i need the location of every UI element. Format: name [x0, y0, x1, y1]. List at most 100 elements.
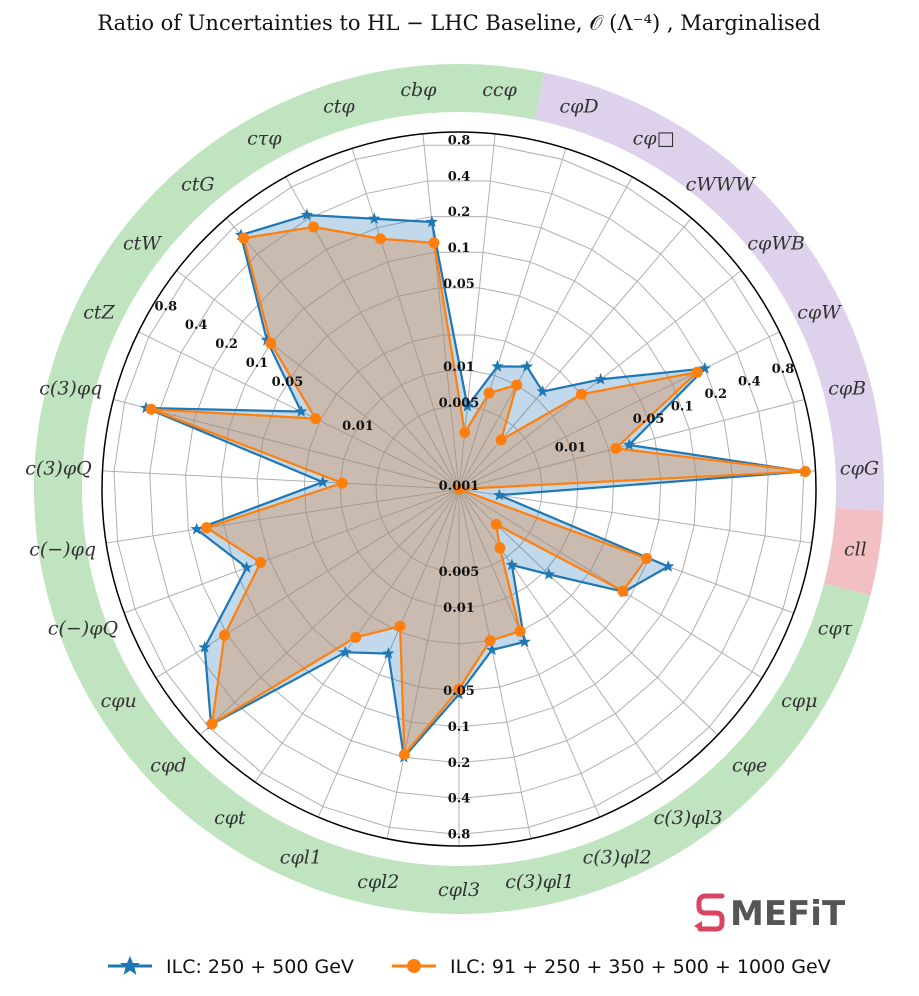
data-point [536, 385, 549, 397]
radial-tick-label: 0.2 [448, 756, 471, 771]
series-layer [139, 208, 811, 763]
chart-title: Ratio of Uncertainties to HL − LHC Basel… [97, 11, 820, 35]
radial-tick-label: 0.8 [772, 362, 795, 377]
data-point [308, 221, 320, 233]
legend-label-series2: ILC: 91 + 250 + 350 + 500 + 1000 GeV [450, 956, 831, 978]
data-point [461, 399, 474, 412]
data-point [493, 488, 506, 501]
grid-ring [375, 405, 543, 573]
legend-circle-icon [407, 959, 421, 973]
radial-tick-label: 0.4 [185, 318, 208, 333]
grid-spoke [458, 488, 812, 544]
legend-item-series1: ILC: 250 + 500 GeV [108, 956, 354, 978]
grid-ring [220, 251, 698, 728]
data-point [505, 558, 519, 571]
category-label: cφD [559, 95, 598, 117]
grid-spoke [458, 488, 601, 818]
category-label: cWWW [686, 174, 757, 196]
series-line [145, 213, 806, 759]
category-label: cφl1 [280, 847, 322, 869]
category-label: cφe [732, 754, 767, 776]
grid-spoke [458, 488, 664, 783]
data-point [145, 403, 157, 415]
category-label: c(3)φl1 [505, 871, 574, 893]
radial-tick-label: 0.01 [443, 360, 475, 375]
data-point [394, 620, 406, 632]
category-label: cφW [797, 301, 842, 323]
radial-tick-label: 0.2 [448, 205, 471, 220]
data-point [310, 413, 322, 425]
data-point [575, 388, 587, 400]
data-point [453, 683, 465, 695]
category-label: c(3)φq [39, 377, 102, 399]
category-label: ccφ [482, 79, 517, 101]
data-point [459, 427, 471, 439]
radial-tick-label: 0.8 [155, 299, 178, 314]
grid-spoke [386, 488, 460, 839]
data-point [799, 465, 811, 477]
radial-tick-label: 0.005 [439, 396, 480, 411]
data-point [382, 647, 395, 659]
grid-ring [256, 287, 662, 692]
category-label: cφτ [818, 617, 853, 639]
grid-ring [339, 370, 579, 609]
data-point [495, 434, 507, 446]
grid-spoke [458, 488, 532, 839]
data-point [491, 360, 504, 372]
radial-tick-label: 0.001 [439, 479, 480, 494]
group-arc-4f [823, 508, 884, 596]
radial-ticks: 0.0010.0050.010.050.10.20.40.80.010.050.… [155, 134, 795, 843]
data-point [594, 372, 607, 385]
data-point [198, 641, 211, 653]
logo-s-icon [696, 893, 725, 932]
data-point [662, 560, 675, 572]
data-point [368, 212, 381, 224]
grid-spoke [226, 217, 460, 490]
data-point [484, 635, 496, 647]
data-point [518, 635, 531, 648]
data-point [339, 645, 352, 658]
data-point [240, 561, 253, 573]
data-point [265, 337, 277, 349]
radial-tick-label: 0.005 [439, 565, 480, 580]
radial-tick-label: 0.05 [633, 412, 665, 427]
grid-ring [113, 144, 805, 835]
radial-tick-label: 0.01 [555, 441, 587, 456]
data-point [514, 625, 526, 637]
data-point [218, 629, 230, 641]
data-point [316, 475, 329, 488]
grid-spoke [458, 176, 633, 490]
data-point [425, 215, 438, 228]
category-label: c(3)φl2 [583, 847, 652, 869]
series-line [150, 225, 807, 756]
category-label: c(3)φl3 [654, 807, 723, 829]
grid-ring [185, 216, 733, 764]
category-label: cφ□ [633, 127, 675, 149]
data-point [511, 379, 523, 391]
category-label: cτφ [247, 127, 282, 149]
category-label: ctφ [323, 95, 355, 117]
legend: ILC: 250 + 500 GeV ILC: 91 + 250 + 350 +… [108, 956, 831, 978]
data-point [542, 567, 555, 580]
data-point [190, 522, 203, 535]
group-arc-ew [534, 72, 884, 511]
grid-spoke [422, 133, 460, 490]
grid-spoke [106, 488, 460, 544]
data-point [336, 477, 348, 489]
grid-spoke [458, 488, 719, 736]
data-point [201, 522, 213, 534]
radial-tick-label: 0.8 [448, 134, 471, 149]
grid-spoke [458, 331, 780, 490]
grid-spoke [351, 148, 460, 490]
series-area [146, 214, 805, 758]
category-label: ctW [123, 233, 162, 255]
data-point [255, 556, 267, 568]
data-point [453, 483, 465, 495]
category-label: cφl2 [357, 871, 399, 893]
series-2 [145, 221, 811, 761]
legend-label-series1: ILC: 250 + 500 GeV [166, 956, 354, 978]
data-point [698, 361, 711, 374]
category-label: c(−)φQ [48, 617, 118, 639]
category-label: cφG [840, 458, 879, 480]
